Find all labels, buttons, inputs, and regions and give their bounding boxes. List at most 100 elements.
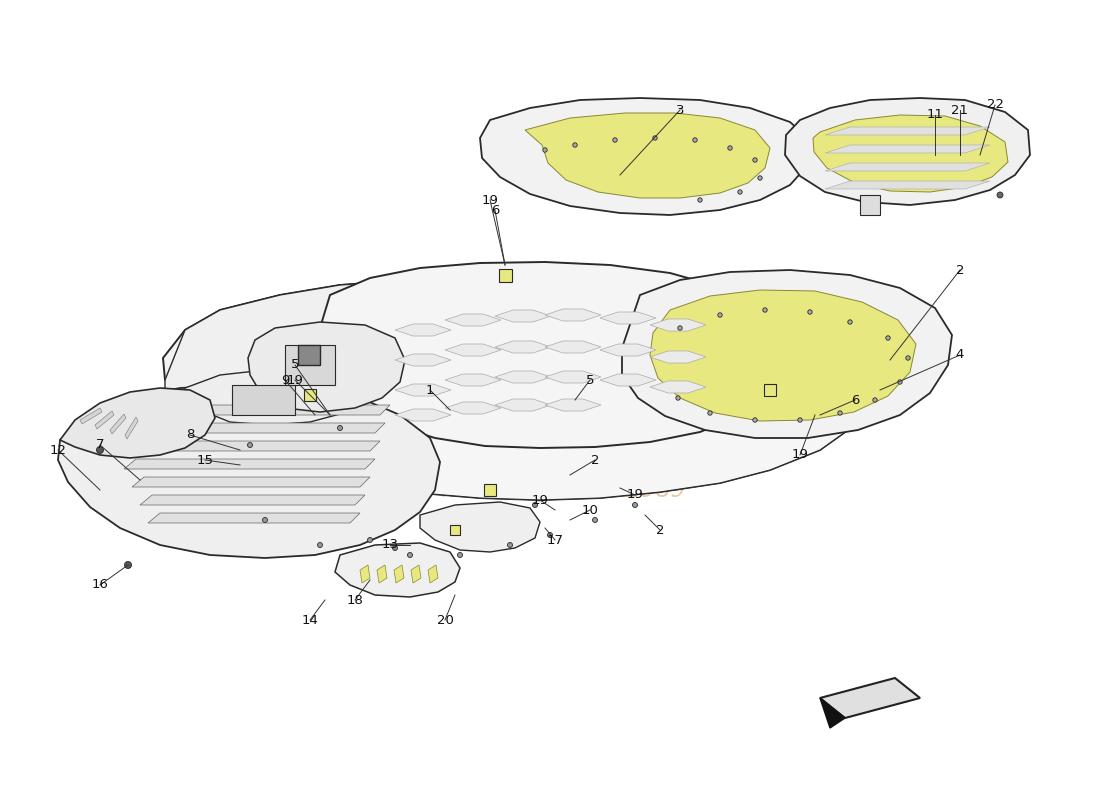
Polygon shape — [446, 344, 501, 356]
Polygon shape — [544, 341, 601, 353]
Circle shape — [542, 148, 547, 152]
Polygon shape — [446, 314, 501, 326]
Circle shape — [593, 518, 597, 522]
Polygon shape — [132, 477, 370, 487]
Polygon shape — [785, 98, 1030, 205]
Polygon shape — [650, 351, 706, 363]
Polygon shape — [860, 195, 880, 215]
Polygon shape — [395, 324, 451, 336]
Circle shape — [248, 442, 253, 447]
Circle shape — [367, 538, 373, 542]
Circle shape — [738, 190, 742, 194]
Polygon shape — [80, 408, 102, 424]
Circle shape — [718, 313, 723, 317]
Polygon shape — [60, 388, 215, 458]
Circle shape — [886, 336, 890, 340]
Text: 1989: 1989 — [592, 330, 669, 359]
Text: 9: 9 — [280, 374, 289, 386]
Circle shape — [872, 398, 877, 402]
Circle shape — [693, 138, 697, 142]
Polygon shape — [650, 290, 916, 421]
Circle shape — [97, 446, 103, 454]
Polygon shape — [108, 423, 385, 433]
Circle shape — [532, 502, 538, 507]
Circle shape — [728, 146, 733, 150]
Text: 3: 3 — [675, 103, 684, 117]
Polygon shape — [621, 270, 952, 438]
Bar — [498, 269, 512, 282]
Polygon shape — [825, 127, 990, 135]
Circle shape — [407, 553, 412, 558]
Circle shape — [573, 142, 578, 147]
Polygon shape — [525, 113, 770, 198]
Polygon shape — [813, 115, 1008, 192]
Polygon shape — [420, 502, 540, 552]
Text: 6: 6 — [850, 394, 859, 406]
Polygon shape — [163, 278, 880, 500]
Circle shape — [548, 533, 552, 538]
Circle shape — [632, 502, 638, 507]
Text: 4: 4 — [956, 349, 965, 362]
Text: 17: 17 — [547, 534, 563, 546]
Polygon shape — [298, 345, 320, 365]
Circle shape — [318, 542, 322, 547]
Text: 5: 5 — [290, 358, 299, 371]
Text: 19: 19 — [531, 494, 549, 506]
Polygon shape — [495, 399, 551, 411]
Polygon shape — [270, 278, 880, 500]
Bar — [484, 484, 496, 496]
Polygon shape — [480, 98, 810, 215]
Bar — [304, 389, 316, 401]
Circle shape — [652, 136, 657, 140]
Circle shape — [758, 176, 762, 180]
Polygon shape — [825, 145, 990, 153]
Polygon shape — [165, 282, 380, 468]
Circle shape — [905, 356, 910, 360]
Text: 1: 1 — [426, 383, 434, 397]
Polygon shape — [232, 385, 295, 415]
Polygon shape — [825, 181, 990, 189]
Text: 11: 11 — [926, 109, 944, 122]
Text: a pasion for motoring since 1989: a pasion for motoring since 1989 — [295, 478, 685, 502]
Polygon shape — [100, 405, 390, 415]
Polygon shape — [248, 322, 405, 412]
Polygon shape — [58, 385, 440, 558]
Text: 8: 8 — [186, 429, 195, 442]
Text: 7: 7 — [96, 438, 104, 451]
Polygon shape — [411, 565, 421, 583]
Polygon shape — [394, 565, 404, 583]
Polygon shape — [825, 163, 990, 171]
Circle shape — [458, 553, 462, 558]
Text: 6: 6 — [491, 203, 499, 217]
Polygon shape — [336, 543, 460, 597]
Text: 2: 2 — [591, 454, 600, 466]
Circle shape — [848, 320, 852, 324]
Polygon shape — [395, 409, 451, 421]
Polygon shape — [395, 354, 451, 366]
Text: 16: 16 — [91, 578, 109, 591]
Text: 14: 14 — [301, 614, 318, 626]
Text: 19: 19 — [287, 374, 304, 386]
Polygon shape — [495, 371, 551, 383]
Polygon shape — [318, 262, 785, 448]
Text: europaparts: europaparts — [192, 398, 788, 482]
Circle shape — [762, 308, 767, 312]
Polygon shape — [650, 319, 706, 331]
Circle shape — [678, 326, 682, 330]
Text: 18: 18 — [346, 594, 363, 606]
Text: 15: 15 — [197, 454, 213, 466]
Circle shape — [613, 138, 617, 142]
Text: 21: 21 — [952, 103, 968, 117]
Circle shape — [263, 518, 267, 522]
Text: 2: 2 — [956, 263, 965, 277]
Circle shape — [807, 310, 812, 314]
Polygon shape — [360, 565, 370, 583]
Polygon shape — [125, 417, 138, 439]
Circle shape — [838, 411, 843, 415]
Circle shape — [675, 396, 680, 400]
Polygon shape — [285, 345, 336, 385]
Polygon shape — [600, 312, 656, 324]
Circle shape — [338, 426, 342, 430]
Text: 19: 19 — [627, 489, 644, 502]
Polygon shape — [495, 341, 551, 353]
